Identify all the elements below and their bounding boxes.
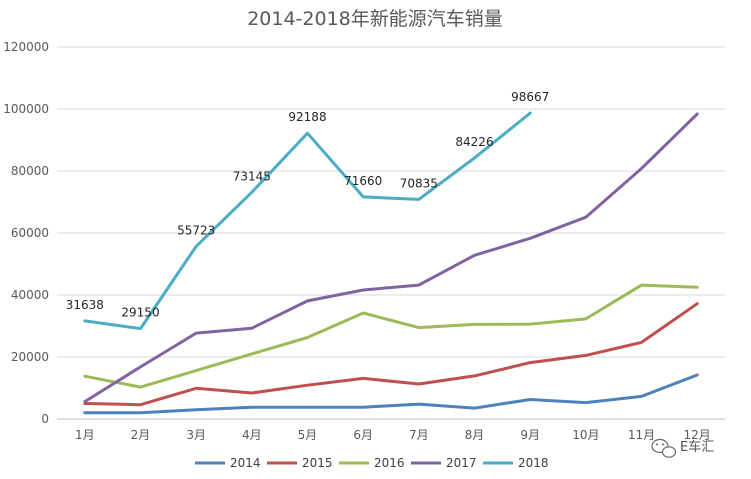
legend-item-2014: 2014 bbox=[195, 456, 261, 470]
gridlines bbox=[57, 46, 725, 420]
data-label: 71660 bbox=[344, 174, 382, 188]
x-axis-ticks: 1月 2月 3月 4月 5月 6月 7月 8月 9月 10月 11月 12月 bbox=[75, 428, 711, 442]
series-line-2016 bbox=[83, 283, 699, 389]
legend-label: 2017 bbox=[446, 456, 477, 470]
x-tick-label: 7月 bbox=[409, 428, 429, 442]
legend-label: 2014 bbox=[230, 456, 261, 470]
legend-item-2015: 2015 bbox=[267, 456, 333, 470]
x-tick-label: 11月 bbox=[628, 428, 655, 442]
y-axis-ticks: 0 20000 40000 60000 80000 100000 120000 bbox=[3, 40, 49, 426]
series-lines bbox=[83, 111, 699, 415]
chart-title: 2014-2018年新能源汽车销量 bbox=[247, 8, 503, 30]
x-tick-label: 12月 bbox=[684, 428, 711, 442]
data-label: 55723 bbox=[177, 223, 215, 237]
data-label: 84226 bbox=[455, 135, 493, 149]
y-tick-label: 120000 bbox=[3, 40, 49, 54]
watermark: E车汇 bbox=[651, 438, 714, 458]
data-label: 92188 bbox=[288, 110, 326, 124]
legend-label: 2018 bbox=[518, 456, 549, 470]
legend-label: 2016 bbox=[374, 456, 405, 470]
y-tick-label: 100000 bbox=[3, 102, 49, 116]
y-tick-label: 20000 bbox=[11, 350, 49, 364]
x-tick-label: 8月 bbox=[465, 428, 485, 442]
series-line-2017 bbox=[83, 112, 699, 404]
legend-label: 2015 bbox=[302, 456, 333, 470]
legend-item-2018: 2018 bbox=[483, 456, 549, 470]
data-label: 98667 bbox=[511, 90, 549, 104]
y-tick-label: 60000 bbox=[11, 226, 49, 240]
y-tick-label: 80000 bbox=[11, 164, 49, 178]
x-tick-label: 3月 bbox=[186, 428, 206, 442]
x-tick-label: 10月 bbox=[572, 428, 599, 442]
data-label: 29150 bbox=[121, 306, 159, 320]
watermark-text: E车汇 bbox=[680, 439, 714, 455]
x-tick-label: 5月 bbox=[298, 428, 318, 442]
data-labels: 31638 29150 55723 73145 92188 71660 70835 84226… bbox=[66, 90, 550, 320]
x-tick-label: 2月 bbox=[131, 428, 151, 442]
data-label: 73145 bbox=[233, 169, 271, 183]
x-tick-label: 6月 bbox=[353, 428, 373, 442]
y-tick-label: 40000 bbox=[11, 288, 49, 302]
legend-item-2016: 2016 bbox=[339, 456, 405, 470]
data-label: 31638 bbox=[66, 298, 104, 312]
x-tick-label: 1月 bbox=[75, 428, 95, 442]
x-tick-label: 4月 bbox=[242, 428, 262, 442]
legend: 2014 2015 2016 2017 2018 bbox=[195, 456, 549, 470]
y-tick-label: 0 bbox=[41, 412, 49, 426]
legend-item-2017: 2017 bbox=[411, 456, 477, 470]
wechat-icon bbox=[651, 438, 677, 458]
series-line-2018 bbox=[83, 111, 532, 331]
series-line-2014 bbox=[83, 373, 699, 415]
series-line-2015 bbox=[83, 302, 699, 407]
x-tick-label: 9月 bbox=[520, 428, 540, 442]
data-label: 70835 bbox=[400, 176, 438, 190]
